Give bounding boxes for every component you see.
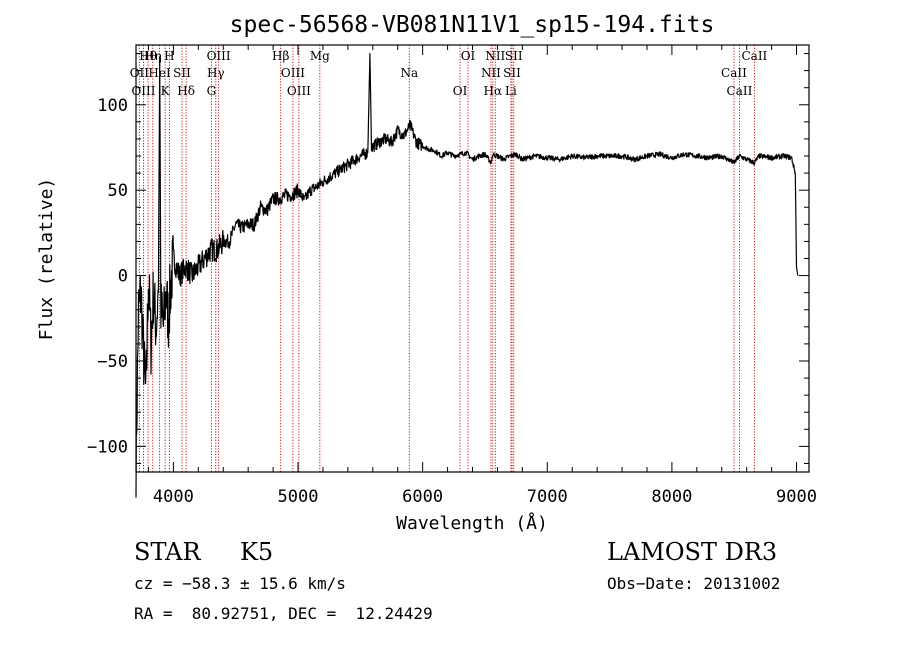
chart-title: spec-56568-VB081N11V1_sp15-194.fits	[230, 12, 715, 38]
y-tick-label: −100	[87, 437, 128, 457]
survey-name: LAMOST DR3	[607, 538, 778, 566]
spectral-subclass: K5	[240, 538, 274, 566]
plot-frame	[135, 44, 810, 473]
object-class: STAR	[134, 538, 201, 566]
line-label: Na	[400, 66, 418, 80]
x-tick-label: 5000	[278, 487, 319, 507]
line-label: NII	[481, 66, 501, 80]
line-label: Mg	[310, 49, 330, 63]
redshift-value: cz = −58.3 ± 15.6 km/s	[134, 574, 346, 593]
line-label: Li	[505, 84, 517, 98]
line-label: NII	[485, 49, 505, 63]
line-label: OI	[453, 84, 468, 98]
x-tick-label: 7000	[527, 487, 568, 507]
coordinates: RA = 80.92751, DEC = 12.24429	[134, 604, 433, 623]
line-label: CaII	[727, 84, 753, 98]
x-tick-label: 9000	[776, 487, 817, 507]
line-label: CaII	[741, 49, 767, 63]
spectrum-line	[135, 52, 799, 498]
axis-ticks-layer: 4000 5000 6000 7000 8000 9000 −100 −50 0 50 100	[87, 45, 817, 507]
line-label: G	[207, 84, 217, 98]
line-label: OIII	[207, 49, 231, 63]
y-tick-label: −50	[97, 352, 128, 372]
line-label: CaII	[721, 66, 747, 80]
line-label: SII	[173, 66, 191, 80]
x-axis-label: Wavelength (Å)	[396, 512, 548, 534]
line-label: OIII	[281, 66, 305, 80]
line-label: Hη	[144, 49, 162, 63]
line-label: OIII	[287, 84, 311, 98]
x-tick-label: 4000	[153, 487, 194, 507]
line-label: OI	[461, 49, 476, 63]
line-label: Hγ	[207, 66, 225, 80]
line-markers-layer	[138, 45, 755, 472]
line-label: OII	[130, 66, 150, 80]
line-label: K	[161, 84, 171, 98]
line-label: H	[164, 49, 174, 63]
y-tick-label: 100	[97, 96, 128, 116]
line-label: Hα	[484, 84, 503, 98]
line-label: OIII	[131, 84, 155, 98]
y-axis-label: Flux (relative)	[36, 178, 57, 341]
line-label: SII	[505, 49, 523, 63]
x-tick-label: 8000	[651, 487, 692, 507]
x-tick-label: 6000	[402, 487, 443, 507]
y-tick-label: 50	[108, 181, 128, 201]
line-label: Hβ	[272, 49, 289, 63]
y-tick-label: 0	[118, 267, 128, 287]
line-label: Hδ	[177, 84, 195, 98]
line-label: Hθ	[139, 49, 157, 63]
line-labels-layer: HθOIIOIIIHηHeIKHSIIHδOIIIHγGHβOIIIOIIIMg…	[130, 49, 768, 98]
line-label: SII	[503, 66, 521, 80]
obs-date: Obs−Date: 20131002	[607, 574, 781, 593]
